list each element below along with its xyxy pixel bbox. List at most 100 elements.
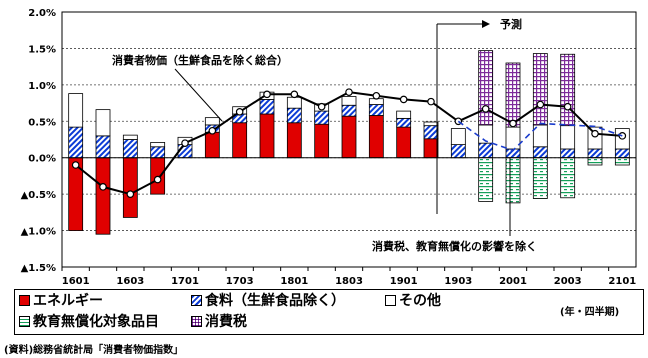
bar-tax (478, 50, 494, 126)
bar-tax (560, 53, 576, 127)
x-unit-note: (年・四半期) (560, 307, 620, 318)
line-adjusted (457, 120, 623, 152)
bar-other (95, 109, 111, 137)
bar-other (423, 121, 439, 127)
legend-food-label: 食料（生鮮食品除く） (205, 293, 345, 309)
legend-energy-label: エネルギー (33, 293, 103, 309)
cpi-point (618, 132, 627, 140)
bar-food (286, 107, 302, 124)
y-tick-label: ▲0.5% (21, 190, 56, 201)
bar-tax (505, 62, 521, 128)
bar-edu (587, 157, 603, 166)
bar-food (341, 104, 357, 117)
cpi-point (481, 105, 490, 113)
x-tick-label: 1703 (226, 276, 254, 287)
cpi-point (563, 102, 572, 111)
cpi-label: 消費者物価（生鮮食品を除く総合） (112, 53, 288, 67)
forecast-arrow-head (482, 20, 490, 28)
bar-food (259, 99, 275, 115)
bar-energy (368, 115, 384, 159)
legend-food: 食料（生鮮食品除く） (191, 293, 345, 309)
x-tick-label: 1603 (116, 276, 144, 287)
legend-food-swatch (191, 295, 202, 306)
bar-energy (396, 126, 412, 159)
bar-edu (505, 157, 521, 204)
x-tick-label: 1903 (444, 276, 472, 287)
legend-energy: エネルギー (19, 293, 103, 309)
bar-energy (314, 123, 330, 159)
bar-food (560, 148, 576, 159)
bar-food (68, 126, 84, 159)
bar-food (396, 117, 412, 128)
plot-frame (61, 11, 637, 268)
x-tick-label: 2001 (499, 276, 527, 287)
bar-food (614, 148, 630, 159)
bar-edu (532, 157, 548, 199)
adjusted-label: 消費税、教育無償化の影響を除く (372, 239, 537, 253)
bar-other (68, 93, 84, 128)
x-tick-label: 1801 (280, 276, 308, 287)
bar-food (95, 135, 111, 159)
cpi-point (126, 190, 135, 198)
legend-other-swatch (385, 295, 396, 306)
lines (71, 88, 627, 198)
bar-energy (259, 113, 275, 159)
bar-food (532, 146, 548, 159)
bar-energy (122, 157, 138, 218)
cpi-point (591, 129, 599, 138)
cpi-point (99, 183, 107, 191)
bar-other (122, 134, 138, 140)
legend-tax-label: 消費税 (205, 314, 247, 330)
bar-energy (95, 157, 111, 235)
legend: エネルギー 食料（生鮮食品除く） その他 教育無償化対象品目 消費税 (14, 289, 644, 335)
x-tick-label: 2101 (608, 276, 636, 287)
bar-other (396, 110, 412, 119)
cpi-leader (174, 68, 223, 122)
y-tick-label: 0.5% (28, 117, 56, 128)
cpi-point (208, 126, 217, 135)
bars (68, 50, 630, 235)
legend-energy-swatch (19, 295, 30, 306)
bar-food (587, 148, 603, 159)
cpi-point (509, 119, 517, 128)
bar-edu (560, 157, 576, 199)
cpi-point (181, 139, 189, 147)
bar-energy (232, 122, 248, 159)
bar-food (478, 142, 494, 159)
bar-other (450, 128, 466, 145)
bar-energy (423, 138, 439, 159)
cpi-point (427, 97, 435, 106)
legend-other-label: その他 (399, 293, 441, 309)
cpi-point (317, 102, 326, 111)
legend-other: その他 (385, 293, 441, 309)
cpi-point (290, 90, 299, 99)
x-tick-label: 1601 (62, 276, 90, 287)
bar-food (368, 104, 384, 116)
x-tick-label: 1901 (390, 276, 418, 287)
bar-other (150, 142, 166, 148)
bar-other (560, 125, 576, 150)
bar-other (286, 96, 302, 109)
legend-edu-swatch (19, 316, 30, 327)
cpi-point (153, 175, 162, 184)
bar-food (450, 144, 466, 159)
axes: 2.0% 1.5% 1.0% 0.5% 0.0% ▲0.5% ▲1.0% ▲1.5% 1601 1… (21, 8, 637, 287)
legend-tax: 消費税 (191, 314, 247, 330)
y-tick-label: 1.0% (28, 81, 56, 92)
y-tick-label: ▲1.0% (21, 227, 56, 238)
cpi-point (536, 100, 545, 109)
bar-food (122, 139, 138, 159)
bar-tax (532, 53, 548, 126)
cpi-point (263, 90, 271, 99)
x-tick-label: 1803 (335, 276, 363, 287)
bar-food (314, 110, 330, 125)
forecast-label: 予測 (500, 17, 522, 31)
bar-other (505, 126, 521, 150)
y-tick-label: 0.0% (28, 154, 56, 165)
bar-other (204, 117, 220, 126)
cpi-point (71, 161, 80, 169)
cpi-point (345, 88, 353, 96)
bar-edu (478, 157, 494, 202)
